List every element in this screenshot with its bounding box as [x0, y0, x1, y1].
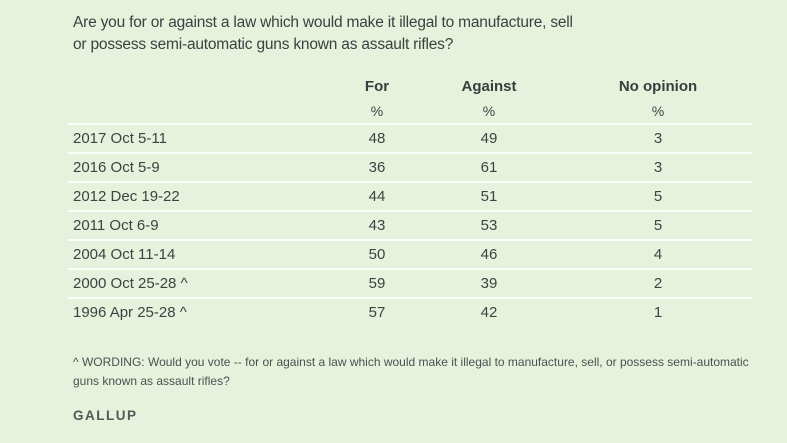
cell-no-opinion: 1 [653, 304, 663, 321]
row-date: 2000 Oct 25-28 ^ [73, 275, 188, 292]
unit-for: % [370, 103, 384, 119]
unit-no-opinion: % [651, 103, 665, 119]
cell-against: 61 [480, 159, 498, 176]
cell-for: 57 [368, 304, 386, 321]
table-row: 2016 Oct 5-9 36 61 3 [68, 152, 752, 181]
table-row: 1996 Apr 25-28 ^ 57 42 1 [68, 297, 752, 326]
header-for: For [364, 77, 390, 95]
cell-for: 50 [368, 246, 386, 263]
header-against: Against [461, 77, 517, 95]
row-date: 2004 Oct 11-14 [73, 246, 176, 263]
cell-no-opinion: 2 [653, 275, 663, 292]
cell-against: 46 [480, 246, 498, 263]
cell-against: 51 [480, 188, 498, 205]
table-row: 2012 Dec 19-22 44 51 5 [68, 181, 752, 210]
cell-no-opinion: 5 [653, 217, 663, 234]
row-date: 1996 Apr 25-28 ^ [73, 304, 187, 321]
page-title: Are you for or against a law which would… [73, 12, 787, 56]
table-row: 2017 Oct 5-11 48 49 3 [68, 123, 752, 152]
row-date: 2011 Oct 6-9 [73, 217, 159, 234]
cell-for: 43 [368, 217, 386, 234]
cell-no-opinion: 4 [653, 246, 663, 263]
page-title-line-1: Are you for or against a law which would… [73, 14, 573, 31]
unit-against: % [482, 103, 496, 119]
table-row: 2000 Oct 25-28 ^ 59 39 2 [68, 268, 752, 297]
cell-no-opinion: 3 [653, 159, 663, 176]
cell-against: 49 [480, 130, 498, 147]
table-unit-row: % % % [68, 99, 752, 123]
row-date: 2017 Oct 5-11 [73, 130, 167, 147]
wording-footnote: ^ WORDING: Would you vote -- for or agai… [73, 355, 749, 388]
cell-against: 39 [480, 275, 498, 292]
gallup-wordmark: GALLUP [73, 408, 138, 423]
cell-no-opinion: 5 [653, 188, 663, 205]
cell-against: 53 [480, 217, 498, 234]
cell-no-opinion: 3 [653, 130, 663, 147]
page-title-line-2: or possess semi-automatic guns known as … [73, 36, 454, 53]
cell-for: 36 [368, 159, 386, 176]
table-row: 2004 Oct 11-14 50 46 4 [68, 239, 752, 268]
cell-for: 59 [368, 275, 386, 292]
row-date: 2016 Oct 5-9 [73, 159, 160, 176]
cell-for: 48 [368, 130, 386, 147]
row-date: 2012 Dec 19-22 [73, 188, 180, 205]
table-row: 2011 Oct 6-9 43 53 5 [68, 210, 752, 239]
cell-for: 44 [368, 188, 386, 205]
table-header-row: For Against No opinion [68, 73, 752, 99]
cell-against: 42 [480, 304, 498, 321]
header-no-opinion: No opinion [618, 77, 698, 95]
poll-results-table: For Against No opinion % % % 2017 Oct 5-… [68, 73, 752, 326]
